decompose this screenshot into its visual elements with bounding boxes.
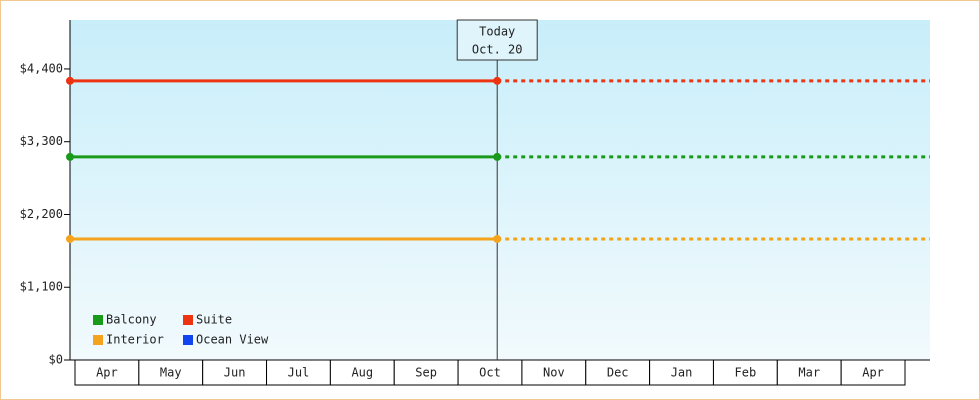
point [493, 234, 502, 243]
y-tick-label: $3,300 [20, 134, 63, 148]
today-label: Today [479, 25, 515, 39]
month-box [521, 359, 587, 386]
y-tick-label: $1,100 [20, 280, 63, 294]
legend-label: Suite [196, 313, 232, 327]
point [493, 152, 502, 161]
x-tick-label: Nov [543, 366, 565, 380]
legend-swatch [183, 315, 193, 325]
y-tick-label: $0 [49, 353, 63, 367]
point [493, 76, 502, 85]
x-tick-label: Jul [288, 366, 310, 380]
x-tick-label: Apr [862, 366, 884, 380]
x-tick-label: Aug [351, 366, 373, 380]
x-tick-label: Oct [479, 366, 501, 380]
point [66, 234, 74, 243]
x-tick-label: Sep [415, 366, 437, 380]
y-tick-label: $2,200 [20, 207, 63, 221]
x-tick-label: Jun [224, 366, 246, 380]
x-tick-label: Dec [607, 366, 629, 380]
point [66, 76, 74, 85]
month-box [840, 359, 906, 386]
point [66, 152, 74, 161]
x-tick-label: Feb [735, 366, 757, 380]
today-date: Oct. 20 [472, 43, 523, 57]
legend-swatch [93, 315, 103, 325]
legend-label: Balcony [106, 313, 157, 327]
x-tick-label: Mar [798, 366, 820, 380]
x-tick-label: May [160, 366, 182, 380]
legend-swatch [183, 335, 193, 345]
x-tick-label: Apr [96, 366, 118, 380]
y-tick-label: $4,400 [20, 61, 63, 75]
x-tick-label: Jan [671, 366, 693, 380]
month-box [776, 359, 842, 386]
today-box [456, 19, 538, 61]
legend-swatch [93, 335, 103, 345]
legend-label: Interior [106, 333, 164, 347]
plot-area [70, 20, 930, 360]
legend-label: Ocean View [196, 333, 269, 347]
